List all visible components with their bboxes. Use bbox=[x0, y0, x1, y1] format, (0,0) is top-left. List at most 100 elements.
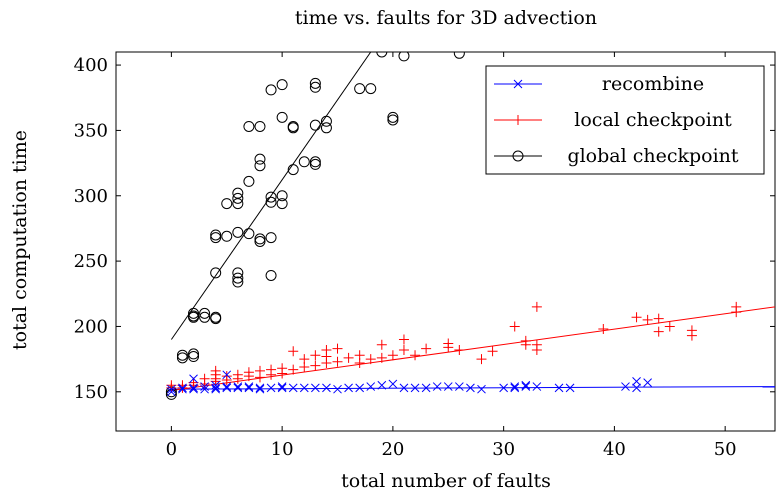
global-checkpoint-point bbox=[320, 115, 332, 127]
global-checkpoint-point bbox=[309, 77, 321, 89]
y-tick-label: 150 bbox=[74, 382, 108, 403]
x-tick-label: 40 bbox=[603, 439, 626, 460]
local-checkpoint-trend-line bbox=[171, 306, 775, 391]
global-checkpoint-point bbox=[210, 313, 222, 325]
recombine-point bbox=[510, 383, 520, 393]
x-tick-label: 20 bbox=[381, 439, 404, 460]
recombine-point bbox=[277, 383, 287, 393]
global-checkpoint-point bbox=[199, 311, 211, 323]
global-checkpoint-point bbox=[188, 351, 200, 363]
legend: recombine local checkpoint global checkpoi… bbox=[485, 65, 765, 175]
local-checkpoint-point bbox=[332, 356, 343, 367]
global-checkpoint-point bbox=[309, 81, 321, 93]
global-checkpoint-point bbox=[232, 198, 244, 210]
recombine-point bbox=[432, 382, 442, 391]
recombine-point bbox=[266, 383, 276, 393]
y-tick-label: 350 bbox=[74, 120, 108, 141]
local-checkpoint-point bbox=[266, 369, 277, 380]
recombine-point bbox=[288, 383, 298, 393]
y-axis-label: total computation time bbox=[9, 130, 31, 350]
legend-marker-global-checkpoint bbox=[512, 150, 524, 162]
legend-label-recombine: recombine bbox=[602, 73, 704, 95]
local-checkpoint-point bbox=[653, 313, 664, 324]
local-checkpoint-point bbox=[243, 371, 254, 382]
local-checkpoint-point bbox=[387, 350, 398, 361]
local-checkpoint-point bbox=[277, 368, 288, 379]
local-checkpoint-point bbox=[520, 339, 531, 350]
recombine-point bbox=[200, 382, 209, 391]
global-checkpoint-point bbox=[232, 276, 244, 288]
local-checkpoint-point bbox=[398, 334, 409, 345]
recombine-point bbox=[178, 384, 187, 394]
global-checkpoint-point bbox=[232, 192, 244, 204]
global-checkpoint-point bbox=[176, 352, 188, 364]
recombine-point bbox=[277, 382, 287, 391]
y-tick-label: 200 bbox=[74, 316, 108, 337]
global-checkpoint-point bbox=[221, 198, 233, 210]
local-checkpoint-point bbox=[254, 372, 265, 383]
local-checkpoint-point bbox=[232, 373, 243, 384]
global-checkpoint-point bbox=[243, 228, 255, 240]
global-checkpoint-point bbox=[320, 122, 332, 134]
local-checkpoint-point bbox=[487, 346, 498, 357]
local-checkpoint-point bbox=[398, 344, 409, 355]
recombine-point bbox=[311, 383, 320, 393]
global-checkpoint-point bbox=[176, 349, 188, 361]
global-checkpoint-point bbox=[210, 267, 222, 279]
local-checkpoint-point bbox=[686, 330, 697, 341]
legend-label-global-checkpoint: global checkpoint bbox=[567, 145, 738, 167]
recombine-point bbox=[421, 383, 431, 393]
recombine-point bbox=[322, 383, 331, 393]
recombine-point bbox=[255, 383, 265, 393]
recombine-point bbox=[532, 382, 542, 391]
global-checkpoint-point bbox=[232, 267, 244, 279]
recombine-point bbox=[222, 383, 232, 393]
recombine-point bbox=[410, 383, 420, 393]
local-checkpoint-point bbox=[321, 358, 332, 369]
global-checkpoint-point bbox=[210, 232, 222, 244]
recombine-point bbox=[355, 383, 365, 393]
local-checkpoint-point bbox=[376, 352, 387, 363]
global-checkpoint-point bbox=[188, 311, 200, 323]
recombine-point bbox=[333, 384, 342, 394]
recombine-point bbox=[521, 382, 531, 391]
local-checkpoint-point bbox=[421, 343, 432, 354]
global-checkpoint-point bbox=[276, 198, 288, 210]
global-checkpoint-point bbox=[265, 196, 277, 208]
x-axis-label: total number of faults bbox=[341, 470, 551, 492]
global-checkpoint-point bbox=[276, 190, 288, 202]
global-checkpoint-point bbox=[309, 119, 321, 131]
recombine-point bbox=[466, 383, 475, 393]
x-tick-label: 10 bbox=[271, 439, 294, 460]
recombine-point bbox=[454, 382, 464, 391]
recombine-point bbox=[200, 384, 209, 394]
local-checkpoint-point bbox=[199, 378, 210, 389]
global-checkpoint-point bbox=[254, 153, 266, 165]
local-checkpoint-point bbox=[288, 346, 299, 357]
recombine-point bbox=[222, 370, 232, 380]
recombine-point bbox=[399, 383, 409, 393]
recombine-point bbox=[632, 376, 641, 386]
local-checkpoint-point bbox=[221, 375, 232, 386]
local-checkpoint-point bbox=[598, 324, 609, 335]
global-checkpoint-point bbox=[254, 160, 266, 172]
x-tick-label: 50 bbox=[714, 439, 737, 460]
local-checkpoint-point bbox=[631, 312, 642, 323]
global-checkpoint-point bbox=[210, 229, 222, 241]
global-checkpoint-point bbox=[265, 191, 277, 203]
recombine-point bbox=[222, 382, 232, 391]
global-checkpoint-point bbox=[254, 120, 266, 132]
recombine-point bbox=[565, 383, 575, 393]
axes: 0 10 20 30 40 50 150 200 250 300 350 400 bbox=[74, 51, 776, 460]
global-checkpoint-point bbox=[243, 175, 255, 187]
x-tick-label: 30 bbox=[492, 439, 515, 460]
local-checkpoint-point bbox=[376, 339, 387, 350]
global-checkpoint-point bbox=[287, 164, 299, 176]
legend-label-local-checkpoint: local checkpoint bbox=[574, 109, 732, 131]
local-checkpoint-point bbox=[653, 326, 664, 337]
local-checkpoint-point bbox=[299, 354, 310, 365]
local-checkpoint-point bbox=[443, 342, 454, 353]
local-checkpoint-point bbox=[531, 301, 542, 312]
plot-frame bbox=[115, 51, 776, 432]
